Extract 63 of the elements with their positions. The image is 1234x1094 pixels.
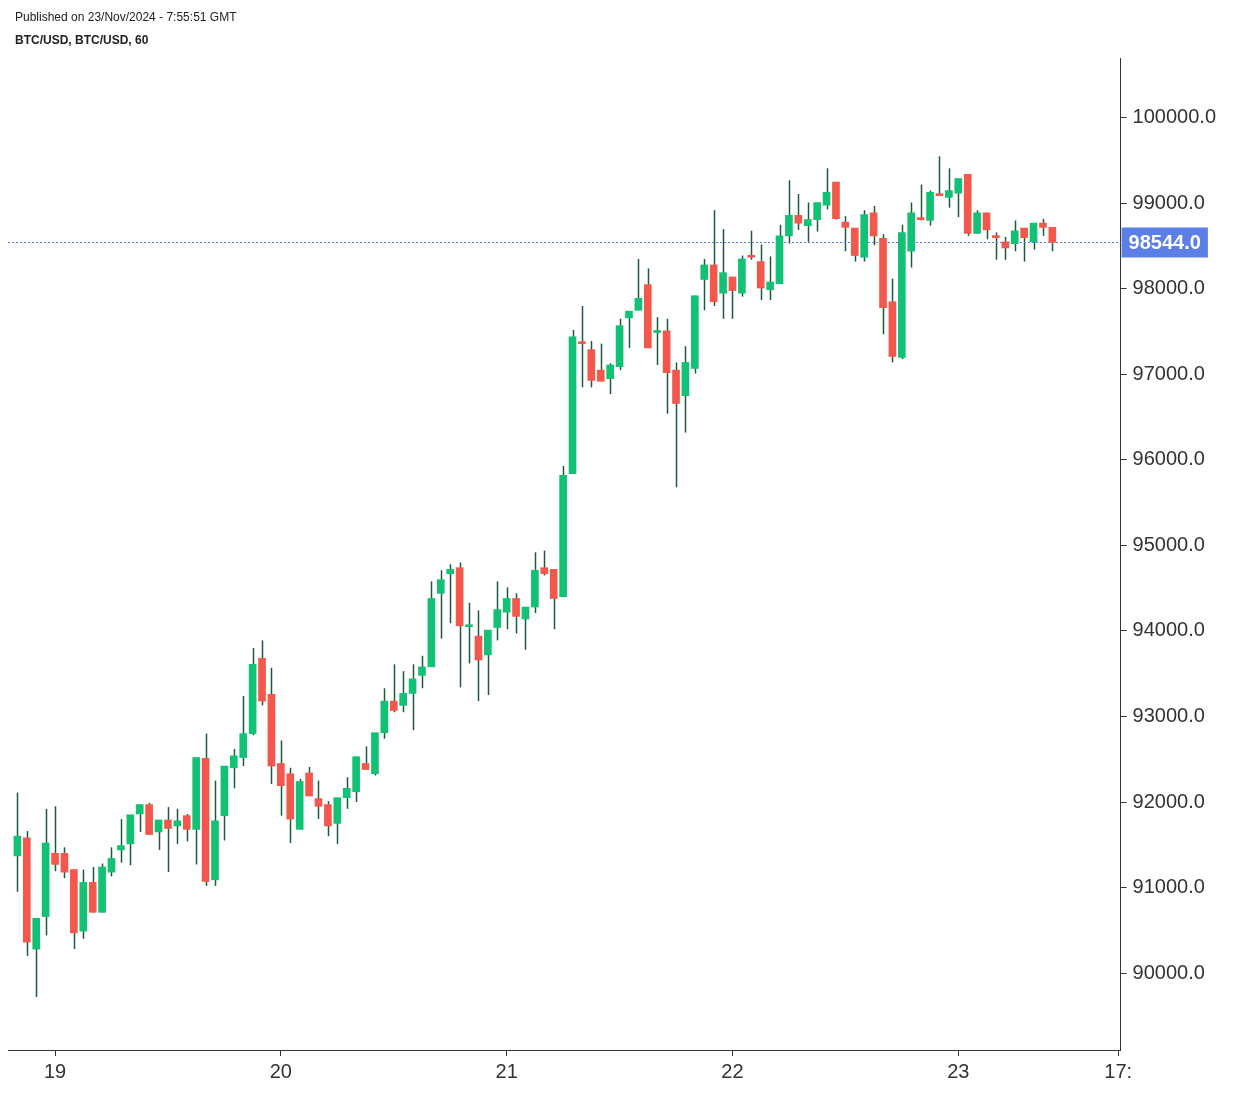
candlestick — [361, 745, 370, 771]
candlestick — [973, 209, 981, 235]
candlestick — [982, 212, 991, 241]
candlestick — [625, 310, 633, 349]
candlestick — [653, 316, 662, 366]
x-tick-label: 20 — [269, 1059, 292, 1082]
candlestick — [418, 655, 426, 690]
candlestick — [446, 563, 455, 625]
candlestick — [785, 179, 793, 245]
candlestick — [747, 230, 756, 261]
candlestick — [314, 779, 323, 820]
candlestick — [596, 342, 605, 383]
candlestick — [935, 155, 944, 197]
candlestick — [869, 205, 878, 247]
candlestick — [719, 228, 727, 320]
x-tick-label: 19 — [43, 1059, 67, 1082]
y-tick-label: 96000.0 — [1132, 447, 1205, 470]
candlestick — [399, 670, 407, 713]
candlestick — [1001, 235, 1010, 261]
text: Published on 23/Nov/2024 - 7:55:51 GMT — [15, 10, 237, 24]
candlestick — [408, 663, 417, 731]
candlestick — [465, 602, 473, 665]
x-tick-label: 21 — [495, 1059, 518, 1082]
candlestick — [700, 258, 709, 312]
candlestick — [436, 569, 445, 640]
y-tick-label: 90000.0 — [1132, 960, 1205, 983]
candlestick — [540, 549, 549, 577]
candlestick — [578, 305, 586, 388]
y-tick-label: 95000.0 — [1132, 532, 1205, 555]
candlestick — [1020, 227, 1028, 263]
candlestick — [182, 813, 191, 843]
y-tick-label: 94000.0 — [1132, 618, 1205, 641]
candlestick — [389, 663, 398, 713]
candlestick — [13, 791, 22, 893]
y-tick-label: 92000.0 — [1132, 789, 1205, 812]
candlestick — [324, 800, 332, 837]
y-tick-label: 100000.0 — [1132, 105, 1216, 128]
candlestick — [1048, 226, 1057, 253]
candlestick — [992, 231, 1000, 261]
y-tick-label: 98000.0 — [1132, 276, 1205, 299]
candlestick — [117, 818, 125, 864]
candlestick — [634, 258, 643, 312]
candlestick — [1010, 219, 1019, 253]
chart-title: BTC/USD, BTC/USD, 60 — [15, 33, 149, 47]
candlestick — [766, 255, 774, 301]
candlestick — [173, 808, 182, 845]
y-tick-label: 99000.0 — [1132, 190, 1205, 213]
candlestick — [135, 803, 144, 833]
candlestick — [164, 806, 172, 873]
candlestick — [305, 766, 313, 797]
candlestick — [606, 362, 614, 395]
candlestick — [493, 580, 502, 642]
candlestick — [916, 183, 925, 222]
y-tick-label: 97000.0 — [1132, 361, 1205, 384]
candlestick — [512, 592, 520, 635]
y-tick-label: 93000.0 — [1132, 704, 1205, 726]
candlestick — [51, 805, 59, 873]
ref-line-label: 98544.0 — [1128, 230, 1201, 253]
candlestick — [841, 215, 850, 253]
x-tick-label: 17: — [1104, 1059, 1133, 1082]
y-tick-label: 91000.0 — [1132, 875, 1205, 898]
x-tick-label: 22 — [721, 1059, 744, 1082]
x-tick-label: 23 — [947, 1059, 970, 1082]
